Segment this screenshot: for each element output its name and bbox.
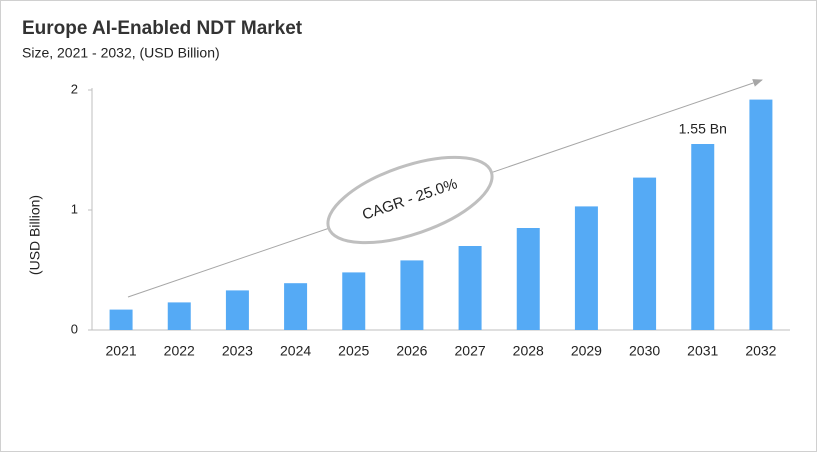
bar bbox=[342, 272, 366, 330]
bar bbox=[458, 246, 482, 330]
bar bbox=[167, 302, 191, 330]
x-tick-label: 2026 bbox=[396, 343, 427, 359]
bar bbox=[284, 283, 308, 330]
x-tick-label: 2030 bbox=[629, 343, 660, 359]
x-tick-label: 2023 bbox=[222, 343, 253, 359]
bar bbox=[749, 99, 773, 330]
bar bbox=[109, 309, 133, 330]
x-tick-label: 2024 bbox=[280, 343, 311, 359]
y-axis-label: (USD Billion) bbox=[27, 195, 43, 275]
x-tick-label: 2031 bbox=[687, 343, 718, 359]
x-tick-label: 2027 bbox=[455, 343, 486, 359]
bar bbox=[574, 206, 598, 330]
y-tick-label: 0 bbox=[71, 321, 78, 336]
bar bbox=[400, 260, 424, 330]
x-tick-label: 2025 bbox=[338, 343, 369, 359]
bar bbox=[633, 177, 657, 330]
chart-subtitle: Size, 2021 - 2032, (USD Billion) bbox=[22, 45, 220, 61]
bar bbox=[225, 290, 249, 330]
y-tick-label: 2 bbox=[71, 81, 78, 96]
chart-title: Europe AI-Enabled NDT Market bbox=[22, 18, 303, 39]
bar bbox=[691, 144, 715, 330]
cagr-ellipse bbox=[326, 155, 494, 245]
x-tick-label: 2021 bbox=[106, 343, 137, 359]
x-tick-label: 2022 bbox=[164, 343, 195, 359]
value-label: 1.55 Bn bbox=[679, 121, 727, 137]
x-tick-label: 2028 bbox=[513, 343, 544, 359]
x-tick-label: 2032 bbox=[745, 343, 776, 359]
y-tick-label: 1 bbox=[71, 201, 78, 216]
x-tick-label: 2029 bbox=[571, 343, 602, 359]
bar bbox=[516, 228, 540, 330]
